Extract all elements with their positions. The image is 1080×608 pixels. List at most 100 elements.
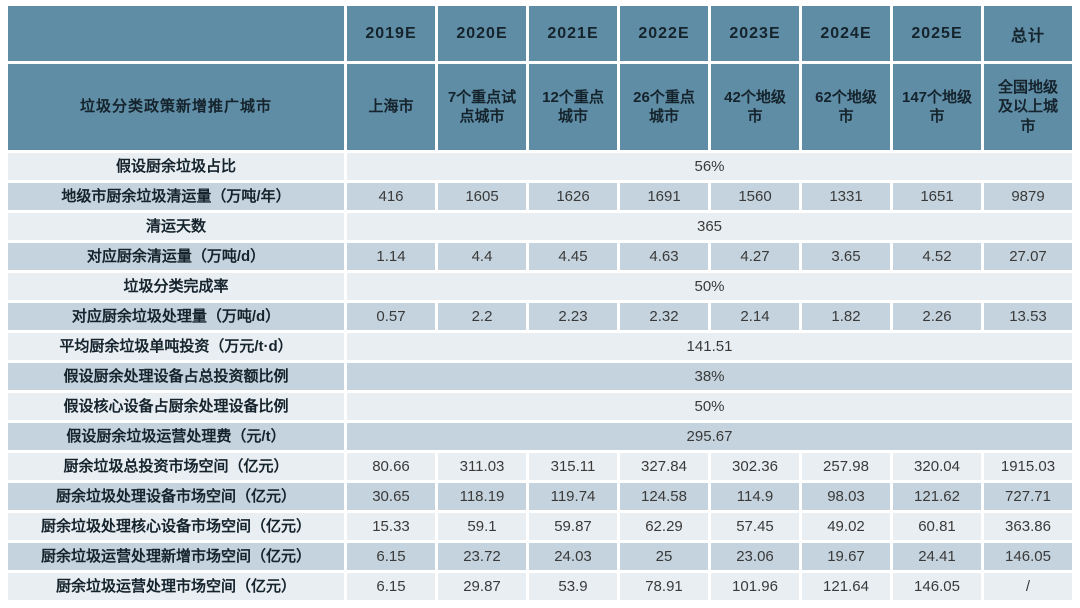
value-cell: 80.66 [347, 453, 435, 480]
year-header-cell: 2021E [529, 6, 617, 61]
value-cell: 315.11 [529, 453, 617, 480]
value-cell: 101.96 [711, 573, 799, 600]
value-cell: 4.63 [620, 243, 708, 270]
value-cell: 9879 [984, 183, 1072, 210]
value-cell: 19.67 [802, 543, 890, 570]
value-cell: 119.74 [529, 483, 617, 510]
value-cell: 4.4 [438, 243, 526, 270]
row-label: 对应厨余垃圾处理量（万吨/d） [8, 303, 344, 330]
value-cell: 59.87 [529, 513, 617, 540]
value-cell: 24.03 [529, 543, 617, 570]
table-row: 平均厨余垃圾单吨投资（万元/t·d） 141.51 [8, 333, 1072, 360]
value-cell: 1605 [438, 183, 526, 210]
table-row: 厨余垃圾运营处理新增市场空间（亿元） 6.15 23.72 24.03 25 23.06 1… [8, 543, 1072, 570]
corner-cell [8, 6, 344, 61]
table-row: 清运天数 365 [8, 213, 1072, 240]
value-cell: 2.26 [893, 303, 981, 330]
value-cell: 1915.03 [984, 453, 1072, 480]
value-cell: 23.06 [711, 543, 799, 570]
table-header: 2019E 2020E 2021E 2022E 2023E 2024E 2025E 总计 垃圾分… [8, 6, 1072, 150]
row-label: 假设核心设备占厨余处理设备比例 [8, 393, 344, 420]
merged-value-cell: 141.51 [347, 333, 1072, 360]
value-cell: 1651 [893, 183, 981, 210]
row-label: 假设厨余处理设备占总投资额比例 [8, 363, 344, 390]
table-row: 假设厨余垃圾运营处理费（元/t） 295.67 [8, 423, 1072, 450]
value-cell: 23.72 [438, 543, 526, 570]
city-header-cell: 62个地级市 [802, 64, 890, 150]
city-header-cell: 42个地级市 [711, 64, 799, 150]
value-cell: 1331 [802, 183, 890, 210]
merged-value-cell: 50% [347, 273, 1072, 300]
value-cell: 2.14 [711, 303, 799, 330]
value-cell: 327.84 [620, 453, 708, 480]
row-label: 垃圾分类完成率 [8, 273, 344, 300]
value-cell: 27.07 [984, 243, 1072, 270]
value-cell: 3.65 [802, 243, 890, 270]
table-row: 对应厨余垃圾处理量（万吨/d） 0.57 2.2 2.23 2.32 2.14 1.82 2.… [8, 303, 1072, 330]
city-header-cell: 7个重点试点城市 [438, 64, 526, 150]
value-cell: 302.36 [711, 453, 799, 480]
value-cell: 4.52 [893, 243, 981, 270]
value-cell: 6.15 [347, 573, 435, 600]
value-cell: 2.32 [620, 303, 708, 330]
row-label: 厨余垃圾处理核心设备市场空间（亿元） [8, 513, 344, 540]
value-cell: 320.04 [893, 453, 981, 480]
table-row: 厨余垃圾处理设备市场空间（亿元） 30.65 118.19 119.74 124.58 1… [8, 483, 1072, 510]
row-label: 假设厨余垃圾占比 [8, 153, 344, 180]
value-cell: 121.64 [802, 573, 890, 600]
value-cell: 1691 [620, 183, 708, 210]
value-cell: 363.86 [984, 513, 1072, 540]
table-row: 假设核心设备占厨余处理设备比例 50% [8, 393, 1072, 420]
year-header-cell: 2022E [620, 6, 708, 61]
table-row: 假设厨余垃圾占比 56% [8, 153, 1072, 180]
city-header-cell: 上海市 [347, 64, 435, 150]
value-cell: 2.2 [438, 303, 526, 330]
table-row: 厨余垃圾总投资市场空间（亿元） 80.66 311.03 315.11 327.84 30… [8, 453, 1072, 480]
merged-value-cell: 365 [347, 213, 1072, 240]
year-header-row: 2019E 2020E 2021E 2022E 2023E 2024E 2025E 总计 [8, 6, 1072, 61]
row-label: 厨余垃圾处理设备市场空间（亿元） [8, 483, 344, 510]
value-cell: 416 [347, 183, 435, 210]
value-cell: 6.15 [347, 543, 435, 570]
value-cell: 727.71 [984, 483, 1072, 510]
row-label: 厨余垃圾运营处理市场空间（亿元） [8, 573, 344, 600]
merged-value-cell: 50% [347, 393, 1072, 420]
value-cell: 24.41 [893, 543, 981, 570]
value-cell: / [984, 573, 1072, 600]
year-header-cell: 2024E [802, 6, 890, 61]
year-header-cell: 2020E [438, 6, 526, 61]
value-cell: 118.19 [438, 483, 526, 510]
kitchen-waste-market-forecast-table: 2019E 2020E 2021E 2022E 2023E 2024E 2025E 总计 垃圾分… [5, 3, 1075, 603]
merged-value-cell: 56% [347, 153, 1072, 180]
value-cell: 57.45 [711, 513, 799, 540]
row-group-title: 垃圾分类政策新增推广城市 [8, 64, 344, 150]
table-row: 垃圾分类完成率 50% [8, 273, 1072, 300]
city-header-cell: 26个重点城市 [620, 64, 708, 150]
city-header-cell: 全国地级及以上城市 [984, 64, 1072, 150]
row-label: 清运天数 [8, 213, 344, 240]
value-cell: 15.33 [347, 513, 435, 540]
table-row: 地级市厨余垃圾清运量（万吨/年） 416 1605 1626 1691 1560 1331 1… [8, 183, 1072, 210]
table-row: 对应厨余清运量（万吨/d） 1.14 4.4 4.45 4.63 4.27 3.65 4.52… [8, 243, 1072, 270]
year-header-cell: 总计 [984, 6, 1072, 61]
value-cell: 124.58 [620, 483, 708, 510]
value-cell: 30.65 [347, 483, 435, 510]
value-cell: 311.03 [438, 453, 526, 480]
city-header-cell: 147个地级市 [893, 64, 981, 150]
year-header-cell: 2023E [711, 6, 799, 61]
value-cell: 257.98 [802, 453, 890, 480]
value-cell: 146.05 [984, 543, 1072, 570]
value-cell: 49.02 [802, 513, 890, 540]
value-cell: 1.82 [802, 303, 890, 330]
table-row: 假设厨余处理设备占总投资额比例 38% [8, 363, 1072, 390]
value-cell: 4.45 [529, 243, 617, 270]
row-label: 假设厨余垃圾运营处理费（元/t） [8, 423, 344, 450]
value-cell: 53.9 [529, 573, 617, 600]
value-cell: 4.27 [711, 243, 799, 270]
value-cell: 29.87 [438, 573, 526, 600]
value-cell: 2.23 [529, 303, 617, 330]
value-cell: 121.62 [893, 483, 981, 510]
value-cell: 146.05 [893, 573, 981, 600]
value-cell: 13.53 [984, 303, 1072, 330]
